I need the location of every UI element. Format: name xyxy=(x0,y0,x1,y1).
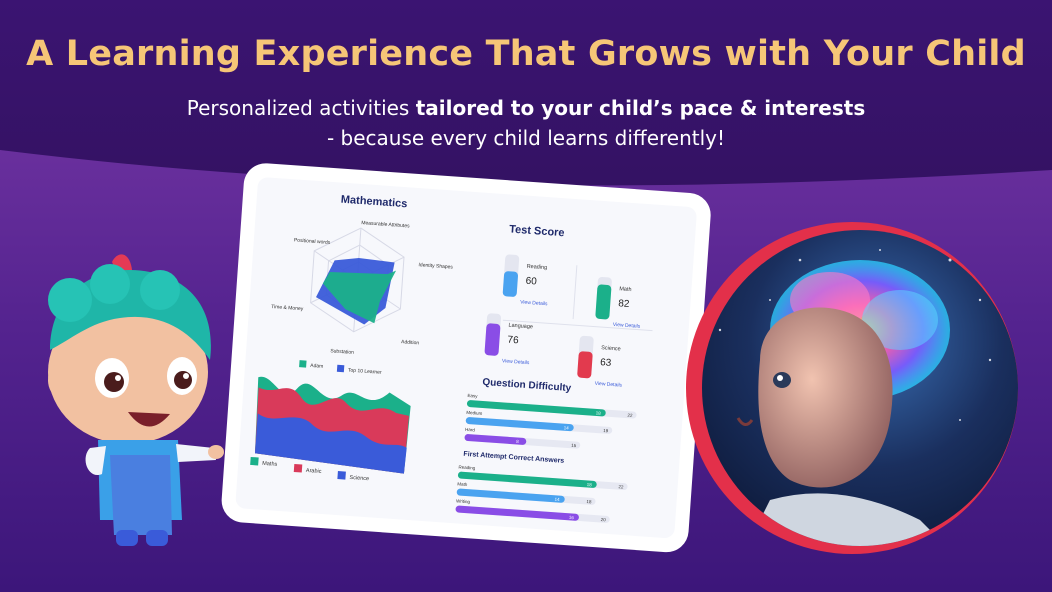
score-label: Language xyxy=(508,323,533,331)
first-attempt-bars: Reading 18 22 Math 14 18 Writing 16 20 xyxy=(455,464,628,523)
radar-axis-label: Identity Shapes xyxy=(418,262,453,270)
progress-total: 22 xyxy=(627,413,633,418)
radar-series-adam xyxy=(322,270,397,324)
progress-fill xyxy=(456,488,565,503)
progress-value: 18 xyxy=(596,410,602,415)
score-value: 82 xyxy=(618,298,630,310)
subtitle-prefix: Personalized activities xyxy=(186,96,416,120)
progress-value: 14 xyxy=(555,497,561,502)
view-details-link[interactable]: View Details xyxy=(613,322,641,330)
progress-label: Hard xyxy=(465,427,476,433)
radar-chart xyxy=(310,227,405,333)
score-bar-fill xyxy=(595,284,612,320)
progress-total: 18 xyxy=(586,499,592,504)
math-title: Mathematics xyxy=(340,194,407,211)
progress-fill xyxy=(464,434,527,445)
progress-value: 16 xyxy=(569,515,575,520)
progress-row: Hard 8 15 xyxy=(464,427,581,449)
score-value: 76 xyxy=(507,335,519,347)
radar-axis-label: Positional words xyxy=(294,237,331,246)
progress-fill xyxy=(466,400,606,417)
progress-fill xyxy=(465,417,574,432)
progress-value: 18 xyxy=(587,482,593,487)
question-difficulty-bars: Easy 18 22 Medium 14 19 Hard 8 15 xyxy=(464,393,637,449)
score-card: Reading 60 View Details xyxy=(502,254,548,307)
subtitle-bold: tailored to your child’s pace & interest… xyxy=(415,96,866,120)
progress-total: 19 xyxy=(603,428,609,433)
legend-maths: Maths xyxy=(262,461,278,468)
progress-total: 15 xyxy=(571,443,577,448)
subtitle-line-1: Personalized activities tailored to your… xyxy=(0,96,1052,120)
radar-axis-label: Measurable Attributes xyxy=(361,220,410,229)
mascot-overalls xyxy=(110,455,172,535)
legend-science: Science xyxy=(349,475,369,482)
legend-swatch-arabic xyxy=(293,463,303,473)
progress-fill xyxy=(457,471,597,488)
progress-row: Reading 18 22 xyxy=(457,464,628,491)
headline: A Learning Experience That Grows with Yo… xyxy=(26,34,1026,74)
legend-adam: Adam xyxy=(310,363,323,370)
view-details-link[interactable]: View Details xyxy=(502,358,530,366)
progress-total: 20 xyxy=(601,517,607,522)
progress-total: 22 xyxy=(618,484,624,489)
radar-axis-label: Addition xyxy=(401,339,420,346)
progress-label: Math xyxy=(457,481,468,487)
radar-axis-label: Time & Money xyxy=(271,304,304,312)
progress-value: 8 xyxy=(516,439,519,444)
score-bar-fill xyxy=(577,351,593,379)
child-face xyxy=(758,307,893,488)
score-label: Science xyxy=(601,345,621,352)
score-bar-fill xyxy=(502,271,518,297)
progress-row: Math 14 18 xyxy=(456,481,596,505)
legend-swatch-adam xyxy=(299,360,307,368)
progress-row: Medium 14 19 xyxy=(465,410,613,434)
legend-arabic: Arabic xyxy=(306,468,322,475)
radar-axis-label: Substation xyxy=(330,348,354,356)
progress-value: 14 xyxy=(564,425,570,430)
score-label: Math xyxy=(619,286,632,293)
progress-fill xyxy=(455,505,579,521)
score-card: Language 76 View Details xyxy=(484,313,533,366)
divider xyxy=(572,265,578,320)
progress-label: Writing xyxy=(456,498,471,504)
test-score-title: Test Score xyxy=(509,223,565,239)
legend-swatch-maths xyxy=(250,456,259,466)
score-card: Math 82 View Details xyxy=(595,277,641,330)
divider xyxy=(502,319,653,332)
mascot-hand xyxy=(208,445,224,459)
progress-label: Easy xyxy=(467,393,478,399)
legend-swatch-science xyxy=(337,471,346,480)
score-card: Science 63 View Details xyxy=(577,335,623,389)
area-chart xyxy=(254,376,411,474)
legend-swatch-top10 xyxy=(336,364,345,373)
view-details-link[interactable]: View Details xyxy=(594,381,622,389)
view-details-link[interactable]: View Details xyxy=(520,299,548,307)
progress-label: Medium xyxy=(466,410,483,416)
score-label: Reading xyxy=(526,264,547,271)
score-value: 60 xyxy=(525,276,537,288)
progress-row: Easy 18 22 xyxy=(466,393,637,419)
legend-top10: Top 10 Learner xyxy=(348,368,382,376)
progress-label: Reading xyxy=(458,464,476,470)
score-bar-fill xyxy=(484,323,501,356)
progress-row: Writing 16 20 xyxy=(455,498,610,523)
subtitle-line-2: - because every child learns differently… xyxy=(326,126,726,150)
score-value: 63 xyxy=(600,357,612,369)
